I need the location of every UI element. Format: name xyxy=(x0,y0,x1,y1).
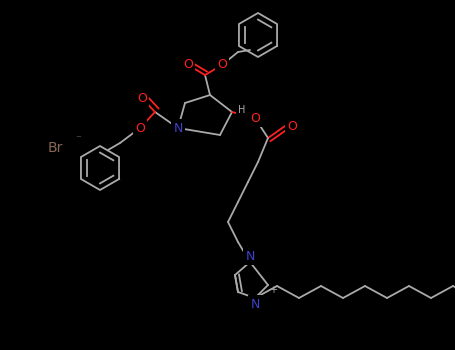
Text: N: N xyxy=(173,121,183,134)
Text: O: O xyxy=(137,91,147,105)
Text: Br: Br xyxy=(47,141,63,155)
Text: O: O xyxy=(287,119,297,133)
Text: O: O xyxy=(183,58,193,71)
Text: O: O xyxy=(217,58,227,71)
Text: N: N xyxy=(245,250,255,262)
Text: N: N xyxy=(250,298,260,310)
Text: ⁻: ⁻ xyxy=(75,134,81,144)
Text: O: O xyxy=(135,121,145,134)
Text: H: H xyxy=(238,105,246,115)
Text: O: O xyxy=(250,112,260,125)
Text: +: + xyxy=(269,285,277,295)
